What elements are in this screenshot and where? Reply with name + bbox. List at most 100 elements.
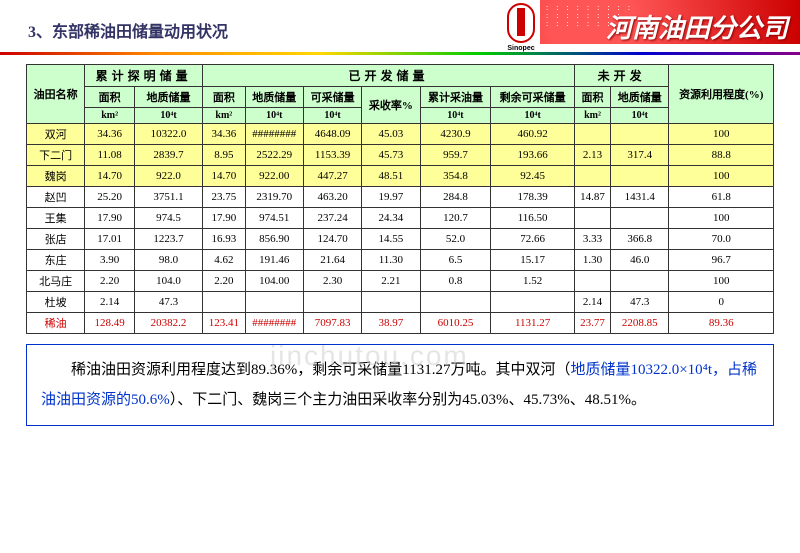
table-body: 双河34.3610322.034.36########4648.0945.034… xyxy=(27,124,774,334)
table-cell: 237.24 xyxy=(303,208,361,229)
table-cell: 20382.2 xyxy=(134,313,202,334)
summary-text-2: ）、下二门、魏岗三个主力油田采收率分别为45.03%、45.73%、48.51%… xyxy=(170,392,646,408)
table-cell: 6010.25 xyxy=(420,313,491,334)
table-cell: 460.92 xyxy=(491,124,574,145)
table-container: 油田名称 累计探明储量 已开发储量 未开发 资源利用程度(%) 面积 地质储量 … xyxy=(0,56,800,334)
table-row: 王集17.90974.517.90974.51237.2424.34120.71… xyxy=(27,208,774,229)
table-cell: 17.01 xyxy=(85,229,135,250)
table-cell: 317.4 xyxy=(611,145,669,166)
unit-t-6: 10⁴t xyxy=(611,108,669,124)
table-row: 北马庄2.20104.02.20104.002.302.210.81.52100 xyxy=(27,271,774,292)
sinopec-logo: Sinopec xyxy=(500,2,542,52)
unit-t-3: 10⁴t xyxy=(303,108,361,124)
summary-text-1: 稀油油田资源利用程度达到89.36%，剩余可采储量1131.27万吨。其中双河（ xyxy=(71,362,570,378)
table-cell: 0.8 xyxy=(420,271,491,292)
table-cell: 120.7 xyxy=(420,208,491,229)
table-cell: 2.14 xyxy=(574,292,610,313)
table-cell: 1.30 xyxy=(574,250,610,271)
sub-rem-recov: 剩余可采储量 xyxy=(491,87,574,108)
table-row: 魏岗14.70922.014.70922.00447.2748.51354.89… xyxy=(27,166,774,187)
table-cell xyxy=(574,271,610,292)
table-row: 杜坡2.1447.32.1447.30 xyxy=(27,292,774,313)
unit-t-4: 10⁴t xyxy=(420,108,491,124)
table-cell xyxy=(574,166,610,187)
table-cell: 61.8 xyxy=(669,187,774,208)
table-cell: 7097.83 xyxy=(303,313,361,334)
table-row: 稀油128.4920382.2123.41########7097.8338.9… xyxy=(27,313,774,334)
table-cell: 284.8 xyxy=(420,187,491,208)
table-cell: 46.0 xyxy=(611,250,669,271)
table-cell xyxy=(362,292,420,313)
table-cell xyxy=(574,124,610,145)
slide-header: 3、东部稀油田储量动用状况 : : : : : : : : :: : : : :… xyxy=(0,0,800,56)
table-cell: 366.8 xyxy=(611,229,669,250)
table-cell: 1131.27 xyxy=(491,313,574,334)
company-name: 河南油田分公司 xyxy=(606,8,788,45)
table-cell: 96.7 xyxy=(669,250,774,271)
table-cell: 92.45 xyxy=(491,166,574,187)
unit-t-5: 10⁴t xyxy=(491,108,574,124)
table-cell: 88.8 xyxy=(669,145,774,166)
table-cell: 东庄 xyxy=(27,250,85,271)
table-cell: 0 xyxy=(669,292,774,313)
table-cell: 2522.29 xyxy=(245,145,303,166)
col-group-proven: 累计探明储量 xyxy=(85,65,203,87)
table-cell: 193.66 xyxy=(491,145,574,166)
table-cell: 下二门 xyxy=(27,145,85,166)
table-cell: 14.87 xyxy=(574,187,610,208)
table-cell: 128.49 xyxy=(85,313,135,334)
table-cell: 魏岗 xyxy=(27,166,85,187)
table-cell: 稀油 xyxy=(27,313,85,334)
table-row: 下二门11.082839.78.952522.291153.3945.73959… xyxy=(27,145,774,166)
table-cell: 1431.4 xyxy=(611,187,669,208)
table-cell: 24.34 xyxy=(362,208,420,229)
table-cell: 16.93 xyxy=(203,229,246,250)
table-cell xyxy=(245,292,303,313)
table-row: 张店17.011223.716.93856.90124.7014.5552.07… xyxy=(27,229,774,250)
table-cell: 463.20 xyxy=(303,187,361,208)
reserves-table: 油田名称 累计探明储量 已开发储量 未开发 资源利用程度(%) 面积 地质储量 … xyxy=(26,64,774,334)
table-cell xyxy=(611,166,669,187)
table-cell xyxy=(611,208,669,229)
table-cell: 2.14 xyxy=(85,292,135,313)
table-cell: 100 xyxy=(669,124,774,145)
table-cell xyxy=(491,292,574,313)
table-cell: 北马庄 xyxy=(27,271,85,292)
table-cell: 14.70 xyxy=(85,166,135,187)
table-cell: 张店 xyxy=(27,229,85,250)
table-cell: 34.36 xyxy=(85,124,135,145)
table-row: 东庄3.9098.04.62191.4621.6411.306.515.171.… xyxy=(27,250,774,271)
table-cell: 974.51 xyxy=(245,208,303,229)
table-cell: 2839.7 xyxy=(134,145,202,166)
table-cell: 100 xyxy=(669,271,774,292)
table-cell: 14.55 xyxy=(362,229,420,250)
table-cell: 191.46 xyxy=(245,250,303,271)
table-cell: 89.36 xyxy=(669,313,774,334)
table-cell xyxy=(611,124,669,145)
table-cell: 124.70 xyxy=(303,229,361,250)
table-cell: 15.17 xyxy=(491,250,574,271)
unit-t-2: 10⁴t xyxy=(245,108,303,124)
table-cell: 856.90 xyxy=(245,229,303,250)
table-cell: 2.21 xyxy=(362,271,420,292)
table-cell: 23.77 xyxy=(574,313,610,334)
svg-text:Sinopec: Sinopec xyxy=(507,45,534,52)
table-cell: 45.03 xyxy=(362,124,420,145)
table-row: 双河34.3610322.034.36########4648.0945.034… xyxy=(27,124,774,145)
unit-km2-1: km² xyxy=(85,108,135,124)
table-cell: 447.27 xyxy=(303,166,361,187)
sub-geo-3: 地质储量 xyxy=(611,87,669,108)
table-cell: 王集 xyxy=(27,208,85,229)
table-cell: 116.50 xyxy=(491,208,574,229)
table-cell: 100 xyxy=(669,208,774,229)
table-cell: 2.20 xyxy=(203,271,246,292)
table-cell: 2.30 xyxy=(303,271,361,292)
sub-area-1: 面积 xyxy=(85,87,135,108)
table-cell: 21.64 xyxy=(303,250,361,271)
table-cell: 3751.1 xyxy=(134,187,202,208)
table-cell xyxy=(303,292,361,313)
table-cell: 100 xyxy=(669,166,774,187)
table-cell: 4648.09 xyxy=(303,124,361,145)
table-cell: 4.62 xyxy=(203,250,246,271)
table-cell: 98.0 xyxy=(134,250,202,271)
